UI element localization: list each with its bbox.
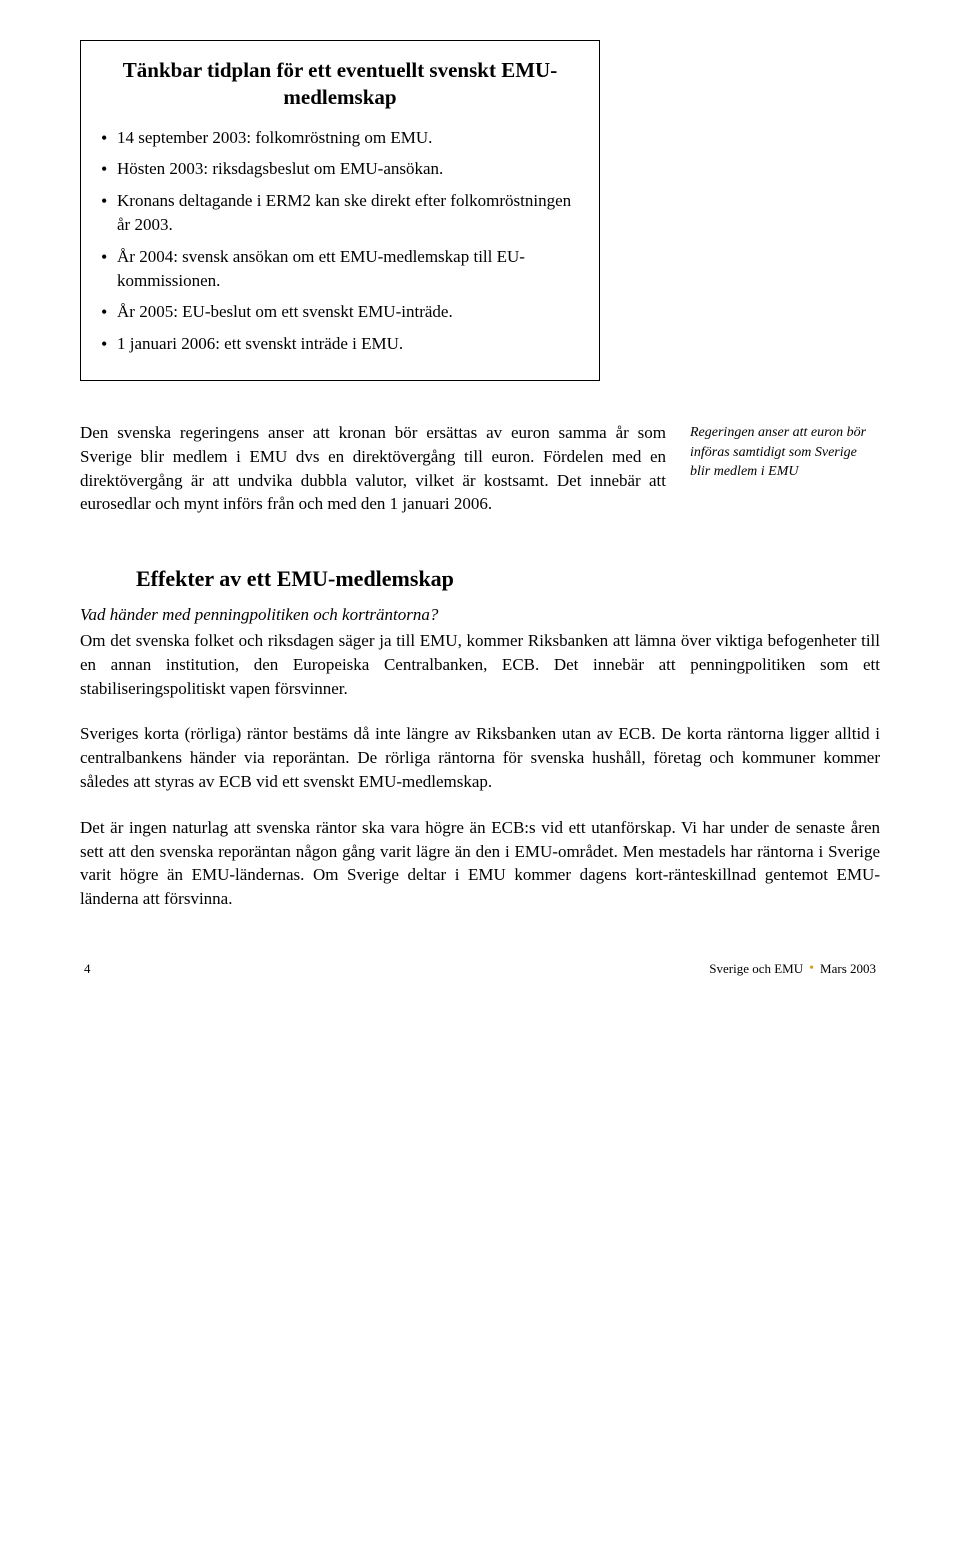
box-list: 14 september 2003: folkomröstning om EMU… — [81, 122, 599, 380]
list-item: 1 januari 2006: ett svenskt inträde i EM… — [95, 332, 585, 356]
footer-date: Mars 2003 — [820, 961, 876, 977]
main-column: Den svenska regeringens anser att kronan… — [80, 421, 666, 538]
box-title: Tänkbar tidplan för ett eventuellt svens… — [81, 41, 599, 122]
section-title: Effekter av ett EMU-medlemskap — [136, 566, 880, 592]
footer-doc: Sverige och EMU — [709, 961, 803, 977]
paragraph: Det är ingen naturlag att svenska räntor… — [80, 816, 880, 911]
content-row: Den svenska regeringens anser att kronan… — [80, 421, 880, 538]
page-number: 4 — [84, 961, 91, 977]
sub-question: Vad händer med penningpolitiken och kort… — [80, 604, 880, 627]
main-column: Effekter av ett EMU-medlemskap Vad hände… — [80, 566, 880, 911]
timeline-box: Tänkbar tidplan för ett eventuellt svens… — [80, 40, 600, 381]
list-item: År 2004: svensk ansökan om ett EMU-medle… — [95, 245, 585, 293]
sidenote: Regeringen anser att euron bör införas s… — [690, 423, 880, 482]
paragraph: Den svenska regeringens anser att kronan… — [80, 421, 666, 516]
paragraph: Om det svenska folket och riksdagen säge… — [80, 629, 880, 700]
bullet-icon: • — [809, 961, 814, 977]
list-item: 14 september 2003: folkomröstning om EMU… — [95, 126, 585, 150]
footer: 4 Sverige och EMU • Mars 2003 — [80, 961, 880, 977]
list-item: Kronans deltagande i ERM2 kan ske direkt… — [95, 189, 585, 237]
side-column: Regeringen anser att euron bör införas s… — [690, 421, 880, 538]
list-item: Hösten 2003: riksdagsbeslut om EMU-ansök… — [95, 157, 585, 181]
footer-right: Sverige och EMU • Mars 2003 — [709, 961, 876, 977]
paragraph: Sveriges korta (rörliga) räntor bestäms … — [80, 722, 880, 793]
list-item: År 2005: EU-beslut om ett svenskt EMU-in… — [95, 300, 585, 324]
